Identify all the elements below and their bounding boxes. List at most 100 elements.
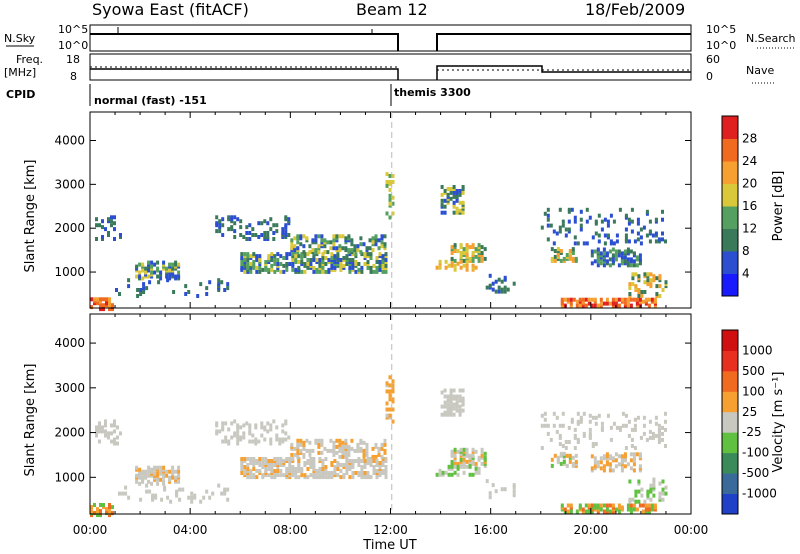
heatmap-cell [639, 227, 643, 232]
heatmap-cell [641, 509, 645, 514]
heatmap-cell [99, 509, 102, 514]
heatmap-cell [288, 262, 292, 266]
heatmap-cell [388, 413, 392, 418]
heatmap-cell [177, 469, 181, 474]
heatmap-cell [145, 489, 149, 494]
heatmap-cell [631, 497, 635, 502]
heatmap-cell [593, 303, 597, 308]
heatmap-cell [512, 489, 516, 494]
heatmap-cell [172, 290, 176, 294]
heatmap-cell [563, 297, 567, 302]
heatmap-cell [270, 267, 274, 272]
heatmap-cell [258, 269, 262, 274]
colorbar-swatch [722, 251, 738, 274]
heatmap-cell [287, 233, 291, 237]
heatmap-cell [362, 452, 366, 457]
heatmap-cell [321, 260, 325, 264]
heatmap-cell [630, 444, 634, 448]
heatmap-cell [438, 259, 442, 264]
heatmap-cell [626, 303, 630, 308]
heatmap-cell [494, 289, 498, 294]
colorbar-swatch [722, 330, 738, 351]
y-tick-label: 2000 [54, 221, 85, 235]
heatmap-cell [263, 437, 267, 442]
heatmap-cell [320, 234, 324, 239]
heatmap-cell [630, 427, 634, 432]
colorbar-swatch [722, 183, 738, 207]
heatmap-cell [446, 410, 450, 415]
heatmap-cell [383, 442, 387, 447]
heatmap-cell [652, 274, 656, 279]
heatmap-cell [605, 297, 609, 302]
heatmap-cell [459, 251, 463, 255]
colorbar-swatch [722, 452, 738, 474]
heatmap-cell [621, 423, 625, 428]
heatmap-cell [628, 292, 632, 296]
heatmap-cell [242, 423, 246, 428]
heatmap-cell [449, 412, 453, 417]
heatmap-cell [366, 473, 370, 478]
heatmap-cell [327, 473, 331, 478]
heatmap-cell [230, 435, 234, 440]
heatmap-cell [453, 470, 457, 475]
heatmap-cell [608, 257, 612, 262]
heatmap-cell [174, 469, 178, 474]
heatmap-cell [279, 463, 283, 467]
heatmap-cell [632, 507, 636, 512]
heatmap-cell [248, 429, 252, 434]
heatmap-cell [311, 238, 315, 243]
heatmap-cell [360, 469, 364, 473]
heatmap-cell [278, 437, 282, 442]
heatmap-cell [171, 469, 175, 474]
heatmap-cell [576, 411, 580, 416]
heatmap-cell [449, 196, 453, 201]
heatmap-cell [99, 307, 102, 312]
heatmap-cell [458, 412, 462, 417]
heatmap-cell [614, 452, 618, 457]
heatmap-cell [101, 429, 104, 434]
heatmap-cell [559, 461, 563, 466]
heatmap-cell [565, 253, 569, 257]
heatmap-cell [584, 297, 588, 302]
heatmap-cell [246, 463, 250, 467]
heatmap-cell [116, 441, 119, 446]
heatmap-cell [353, 248, 357, 253]
heatmap-cell [168, 276, 172, 281]
heatmap-cell [474, 254, 478, 259]
heatmap-cell [165, 266, 169, 271]
heatmap-cell [597, 233, 601, 238]
heatmap-cell [652, 493, 656, 498]
heatmap-cell [657, 440, 661, 444]
heatmap-cell [147, 473, 151, 478]
heatmap-cell [500, 287, 504, 292]
heatmap-cell [556, 459, 560, 464]
heatmap-cell [450, 449, 454, 454]
heatmap-cell [345, 471, 349, 475]
heatmap-cell [240, 471, 244, 475]
heatmap-cell [276, 258, 280, 262]
heatmap-cell [385, 180, 389, 184]
heatmap-cell [661, 479, 665, 484]
heatmap-cell [638, 452, 642, 457]
heatmap-cell [98, 439, 101, 444]
heatmap-cell [652, 278, 656, 283]
heatmap-cell [309, 473, 313, 478]
heatmap-cell [374, 238, 378, 243]
heatmap-cell [187, 290, 191, 294]
heatmap-cell [573, 433, 577, 438]
heatmap-cell [246, 265, 250, 270]
heatmap-cell [105, 507, 108, 512]
heatmap-cell [440, 390, 444, 395]
y-tick-label: 1000 [54, 265, 85, 279]
heatmap-cell [615, 425, 619, 430]
heatmap-cell [243, 473, 247, 478]
heatmap-cell [620, 466, 624, 471]
heatmap-cell [642, 415, 646, 420]
heatmap-cell [360, 265, 364, 270]
heatmap-cell [305, 236, 309, 241]
heatmap-cell [258, 254, 262, 259]
heatmap-cell [624, 233, 628, 238]
heatmap-cell [243, 252, 247, 257]
heatmap-cell [233, 419, 237, 424]
heatmap-cell [314, 438, 318, 443]
